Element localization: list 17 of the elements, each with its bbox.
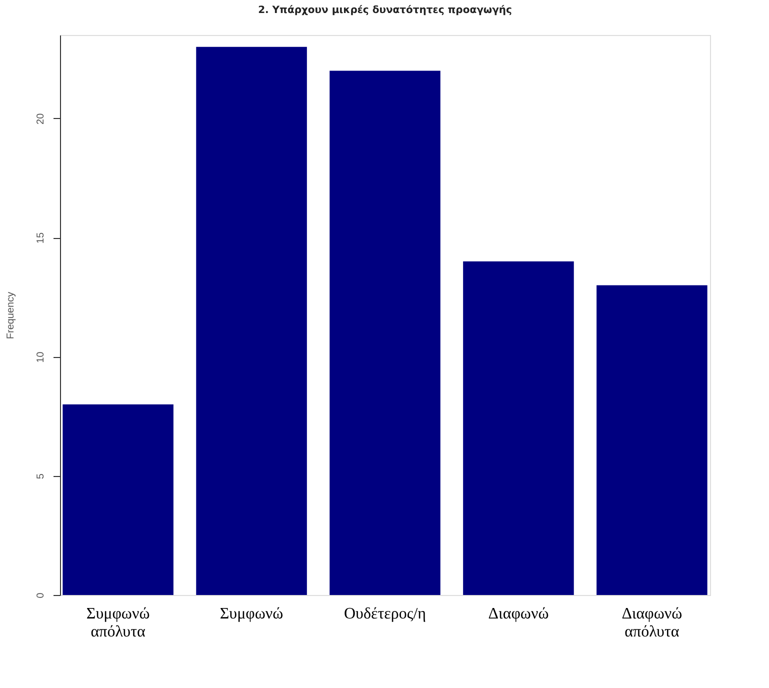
bar bbox=[330, 70, 440, 595]
y-tick-label: 5 bbox=[36, 473, 46, 480]
x-tick-label: Συμφωνώ απόλυτα bbox=[86, 606, 150, 640]
bar bbox=[463, 261, 574, 595]
x-tick-label: Ουδέτερος/η bbox=[344, 606, 426, 622]
chart-title: 2. Υπάρχουν μικρές δυνατότητες προαγωγής bbox=[258, 5, 512, 16]
x-tick-label: Συμφωνώ bbox=[220, 606, 284, 622]
x-tick-label: Διαφωνώ απόλυτα bbox=[622, 606, 682, 640]
bar bbox=[596, 285, 708, 595]
y-axis-title: Frequency bbox=[6, 292, 16, 340]
y-tick-label: 10 bbox=[36, 351, 46, 363]
bar bbox=[196, 46, 307, 595]
y-tick-label: 15 bbox=[36, 232, 46, 244]
y-tick-label: 0 bbox=[36, 592, 46, 598]
y-tick-label: 20 bbox=[36, 112, 46, 124]
bar bbox=[62, 404, 174, 595]
x-tick-label: Διαφωνώ bbox=[488, 606, 549, 622]
